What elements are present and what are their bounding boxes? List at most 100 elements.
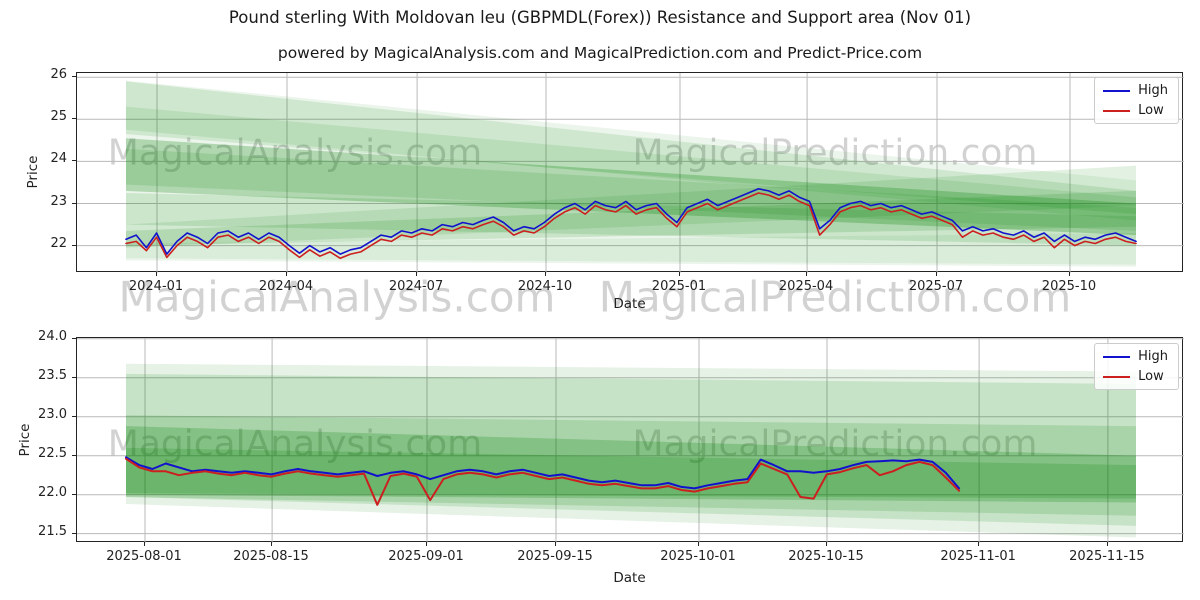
- x-axis-label: Date: [613, 296, 646, 312]
- x-tick-label: 2025-04: [778, 279, 834, 294]
- legend-item-high: High: [1103, 349, 1168, 364]
- watermark-analysis: MagicalAnalysis.com: [107, 423, 483, 465]
- plot-canvas: [77, 73, 1184, 273]
- y-tick-mark: [72, 76, 76, 78]
- legend-label-low: Low: [1138, 369, 1164, 384]
- y-tick-mark: [72, 493, 76, 495]
- x-tick-label: 2024-10: [517, 279, 573, 294]
- x-tick-mark: [156, 272, 157, 276]
- top-chart: Price High Low Date 2024-01 2024-04 2024-0…: [0, 67, 1200, 312]
- support-resistance-band: [126, 138, 1136, 236]
- y-tick-label: 22: [50, 235, 67, 251]
- x-tick-label: 2024-07: [388, 279, 444, 294]
- x-tick-label: 2025-10-15: [788, 549, 864, 564]
- x-tick-mark: [545, 272, 546, 276]
- legend-item-high: High: [1103, 83, 1168, 98]
- y-tick-mark: [72, 118, 76, 120]
- series-low-line: [125, 192, 1137, 260]
- x-tick-mark: [978, 542, 980, 546]
- support-resistance-band: [126, 415, 1136, 516]
- y-tick-mark: [72, 415, 76, 417]
- y-tick-label: 26: [50, 67, 67, 83]
- high-line-swatch: [1103, 355, 1131, 358]
- support-resistance-band: [126, 80, 1136, 267]
- legend-label-low: Low: [1138, 103, 1164, 118]
- x-tick-label: 2025-01: [651, 279, 707, 294]
- watermark-prediction: MagicalPrediction.com: [632, 132, 1038, 174]
- legend-item-low: Low: [1103, 369, 1168, 384]
- x-tick-mark: [555, 542, 556, 546]
- watermark-analysis: MagicalAnalysis.com: [107, 132, 483, 174]
- x-tick-mark: [1069, 272, 1070, 276]
- y-tick-mark: [72, 160, 76, 162]
- watermark-prediction: MagicalPrediction.com: [598, 272, 1072, 322]
- y-tick-label: 23.5: [38, 367, 67, 383]
- low-line-swatch: [1103, 375, 1131, 378]
- x-tick-label: 2024-04: [258, 279, 314, 294]
- y-tick-mark: [72, 376, 76, 378]
- x-tick-mark: [1106, 542, 1108, 546]
- support-resistance-band: [126, 193, 1136, 246]
- x-tick-mark: [286, 272, 287, 276]
- y-tick-label: 21.5: [38, 523, 67, 539]
- y-tick-mark: [72, 202, 76, 204]
- legend-item-low: Low: [1103, 103, 1168, 118]
- x-tick-mark: [806, 272, 808, 276]
- support-resistance-band: [126, 373, 1136, 526]
- low-line-swatch: [1103, 109, 1131, 112]
- watermark-prediction: MagicalPrediction.com: [632, 423, 1038, 465]
- y-tick-label: 24.0: [38, 328, 67, 344]
- y-axis-label: Price: [25, 155, 41, 189]
- support-resistance-band: [126, 165, 1136, 248]
- support-resistance-band: [126, 106, 1136, 221]
- y-tick-label: 22.5: [38, 445, 67, 461]
- x-tick-label: 2024-01: [128, 279, 184, 294]
- x-tick-label: 2025-10-01: [660, 549, 736, 564]
- figure-subtitle: powered by MagicalAnalysis.com and Magic…: [277, 44, 923, 62]
- plot-area: [76, 72, 1184, 273]
- support-resistance-band: [126, 447, 1136, 499]
- legend-label-high: High: [1138, 83, 1168, 98]
- x-tick-mark: [679, 272, 680, 276]
- y-tick-mark: [72, 454, 76, 456]
- support-resistance-band: [126, 81, 1136, 215]
- y-tick-label: 23.0: [38, 406, 67, 422]
- legend-label-high: High: [1138, 349, 1168, 364]
- plot-area: [76, 337, 1184, 543]
- watermark-analysis: MagicalAnalysis.com: [118, 272, 556, 322]
- y-tick-label: 22.0: [38, 484, 67, 500]
- support-resistance-band: [126, 363, 1136, 538]
- bottom-chart: Price High Low Date 2025-08-01 2025-08-15…: [0, 329, 1200, 586]
- figure-title: Pound sterling With Moldovan leu (GBPMDL…: [228, 8, 972, 27]
- x-tick-mark: [936, 272, 937, 276]
- x-tick-label: 2025-11-01: [940, 549, 1016, 564]
- high-line-swatch: [1103, 89, 1131, 92]
- x-tick-mark: [416, 272, 418, 276]
- legend: High Low: [1094, 343, 1179, 390]
- legend: High Low: [1094, 77, 1179, 124]
- x-tick-label: 2025-11-15: [1069, 549, 1145, 564]
- x-axis-label: Date: [613, 570, 646, 586]
- series-low-line: [125, 457, 961, 506]
- series-high-line: [125, 188, 1137, 255]
- y-tick-mark: [72, 532, 76, 534]
- y-tick-label: 25: [50, 109, 67, 125]
- support-resistance-band: [126, 426, 1136, 503]
- x-tick-label: 2025-08-15: [233, 549, 309, 564]
- x-tick-label: 2025-09-01: [388, 549, 464, 564]
- x-tick-mark: [826, 542, 827, 546]
- plot-canvas: [77, 338, 1184, 543]
- y-tick-label: 23: [50, 193, 67, 209]
- x-tick-label: 2025-10: [1041, 279, 1097, 294]
- x-tick-mark: [144, 542, 145, 546]
- x-tick-mark: [271, 542, 273, 546]
- y-tick-label: 24: [50, 151, 67, 167]
- y-tick-mark: [72, 244, 76, 246]
- x-tick-label: 2025-07: [908, 279, 964, 294]
- support-resistance-band: [126, 148, 1136, 231]
- x-tick-label: 2025-08-01: [106, 549, 182, 564]
- x-tick-label: 2025-09-15: [517, 549, 593, 564]
- x-tick-mark: [426, 542, 427, 546]
- y-tick-mark: [72, 337, 76, 339]
